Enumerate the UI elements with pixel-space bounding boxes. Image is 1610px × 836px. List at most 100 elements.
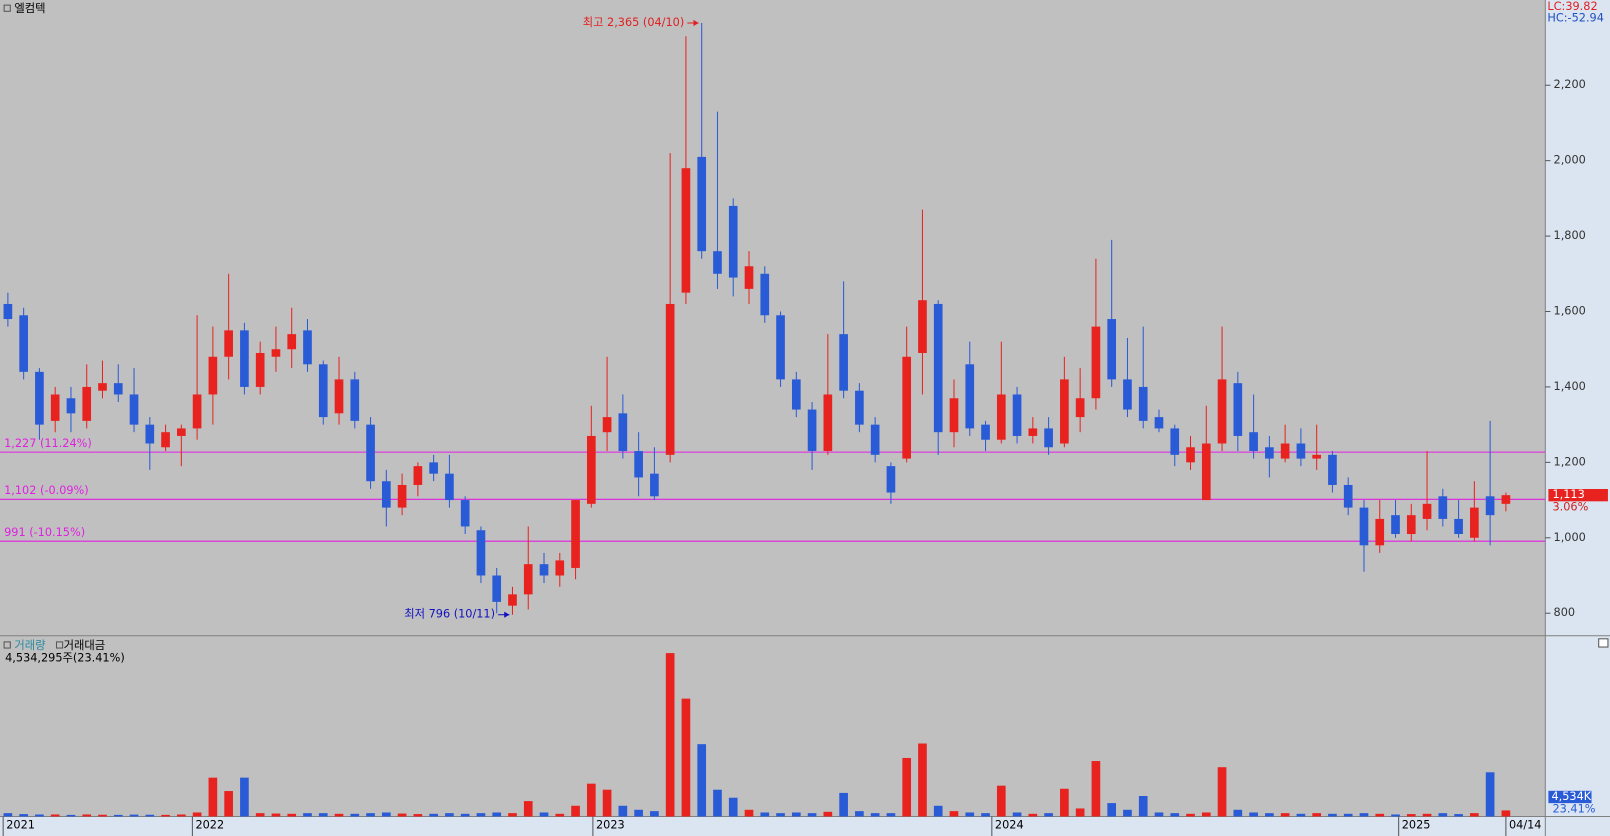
volume-bar: [508, 813, 517, 817]
volume-bar: [429, 813, 438, 817]
candle-body: [1233, 383, 1243, 436]
candle-body: [586, 435, 596, 504]
candle-body: [902, 356, 912, 459]
panel-button[interactable]: [1598, 638, 1609, 648]
candle-body: [192, 394, 202, 429]
candle-body: [1438, 496, 1448, 519]
candle-body: [1454, 518, 1463, 535]
candle-body: [366, 424, 375, 482]
candle-body: [224, 330, 233, 357]
volume-bar: [886, 813, 896, 817]
candle-body: [744, 266, 754, 289]
candle-body: [1060, 379, 1069, 444]
candle-body: [3, 303, 13, 320]
y-tick-label: 1,800: [1554, 229, 1586, 242]
volume-bar: [713, 789, 722, 817]
candle-body: [1186, 447, 1195, 463]
candle-body: [445, 473, 454, 501]
candle-body: [681, 168, 691, 293]
candle-body: [618, 413, 628, 452]
volume-bar: [650, 811, 659, 817]
candle-body: [1201, 443, 1211, 501]
candle-body: [1123, 379, 1132, 410]
volume-bar: [555, 813, 565, 817]
candle-body: [1044, 428, 1053, 448]
candle-body: [1138, 386, 1148, 421]
volume-bar: [1359, 813, 1369, 817]
volume-bar: [933, 805, 943, 817]
panel-icon[interactable]: [3, 4, 11, 12]
candle-body: [1265, 447, 1274, 459]
candle-body: [1249, 432, 1258, 452]
volume-bar: [287, 813, 297, 817]
candle-body: [381, 481, 391, 508]
volume-bar: [539, 812, 549, 817]
candle-body: [697, 156, 707, 252]
candle-body: [634, 451, 643, 478]
candle-body: [823, 394, 833, 452]
volume-bar: [1312, 813, 1322, 817]
volume-bar: [1186, 813, 1195, 817]
x-tick-label: 2025: [1402, 819, 1431, 832]
candle-body: [1470, 507, 1479, 538]
volume-bar: [618, 805, 628, 817]
volume-bar: [1438, 813, 1448, 817]
candle-body: [839, 334, 848, 391]
volume-bar: [240, 777, 249, 817]
candle-body: [1012, 394, 1022, 436]
candle-body: [287, 334, 297, 350]
candle-body: [949, 398, 959, 433]
price-tag: [1548, 489, 1608, 502]
volume-bar: [129, 814, 139, 817]
x-tick-label: 04/14: [1509, 819, 1542, 832]
volume-bar: [161, 814, 170, 817]
volume-bar: [224, 791, 233, 817]
candle-body: [776, 315, 785, 380]
volume-bar: [634, 809, 643, 817]
candle-body: [1107, 319, 1117, 380]
panel-icon[interactable]: [55, 641, 64, 649]
volume-bar: [1107, 803, 1117, 817]
candle-body: [665, 303, 675, 455]
candle-body: [1312, 454, 1322, 459]
candle-body: [492, 575, 502, 602]
candle-body: [996, 394, 1006, 440]
candle-body: [129, 394, 139, 425]
candle-body: [35, 371, 44, 425]
candle-body: [66, 398, 76, 414]
amount-title: 거래대금: [64, 639, 106, 652]
candle-body: [208, 356, 218, 395]
y-tick-label: 1,600: [1554, 305, 1586, 318]
price-tag-label: 1,113: [1553, 488, 1585, 501]
panel-icon[interactable]: [3, 641, 11, 649]
y-tick-label: 800: [1554, 606, 1576, 619]
volume-bar: [208, 777, 218, 817]
volume-bar: [1422, 813, 1432, 817]
volume-bar: [1012, 812, 1022, 817]
volume-bar: [1201, 812, 1211, 817]
volume-bar: [1060, 788, 1069, 817]
volume-bar: [602, 789, 612, 817]
candle-body: [555, 560, 565, 576]
candle-body: [918, 300, 927, 353]
candle-body: [350, 379, 360, 421]
candle-body: [1343, 484, 1353, 508]
volume-bar: [823, 811, 833, 817]
volume-bar: [1044, 813, 1053, 817]
candle-body: [791, 379, 801, 410]
candle-body: [334, 379, 344, 414]
volume-bar: [19, 814, 28, 817]
right-axis-area: [1545, 0, 1610, 836]
volume-bar: [1343, 813, 1353, 817]
candle-body: [1170, 428, 1180, 455]
candle-body: [713, 251, 722, 274]
x-tick-label: 2024: [995, 819, 1024, 832]
volume-bar: [1217, 767, 1227, 817]
candle-body: [523, 564, 533, 595]
volume-bar: [760, 812, 770, 817]
volume-bar: [445, 813, 454, 817]
candle-body: [981, 424, 990, 440]
reference-label: 1,102 (-0.09%): [4, 484, 89, 497]
